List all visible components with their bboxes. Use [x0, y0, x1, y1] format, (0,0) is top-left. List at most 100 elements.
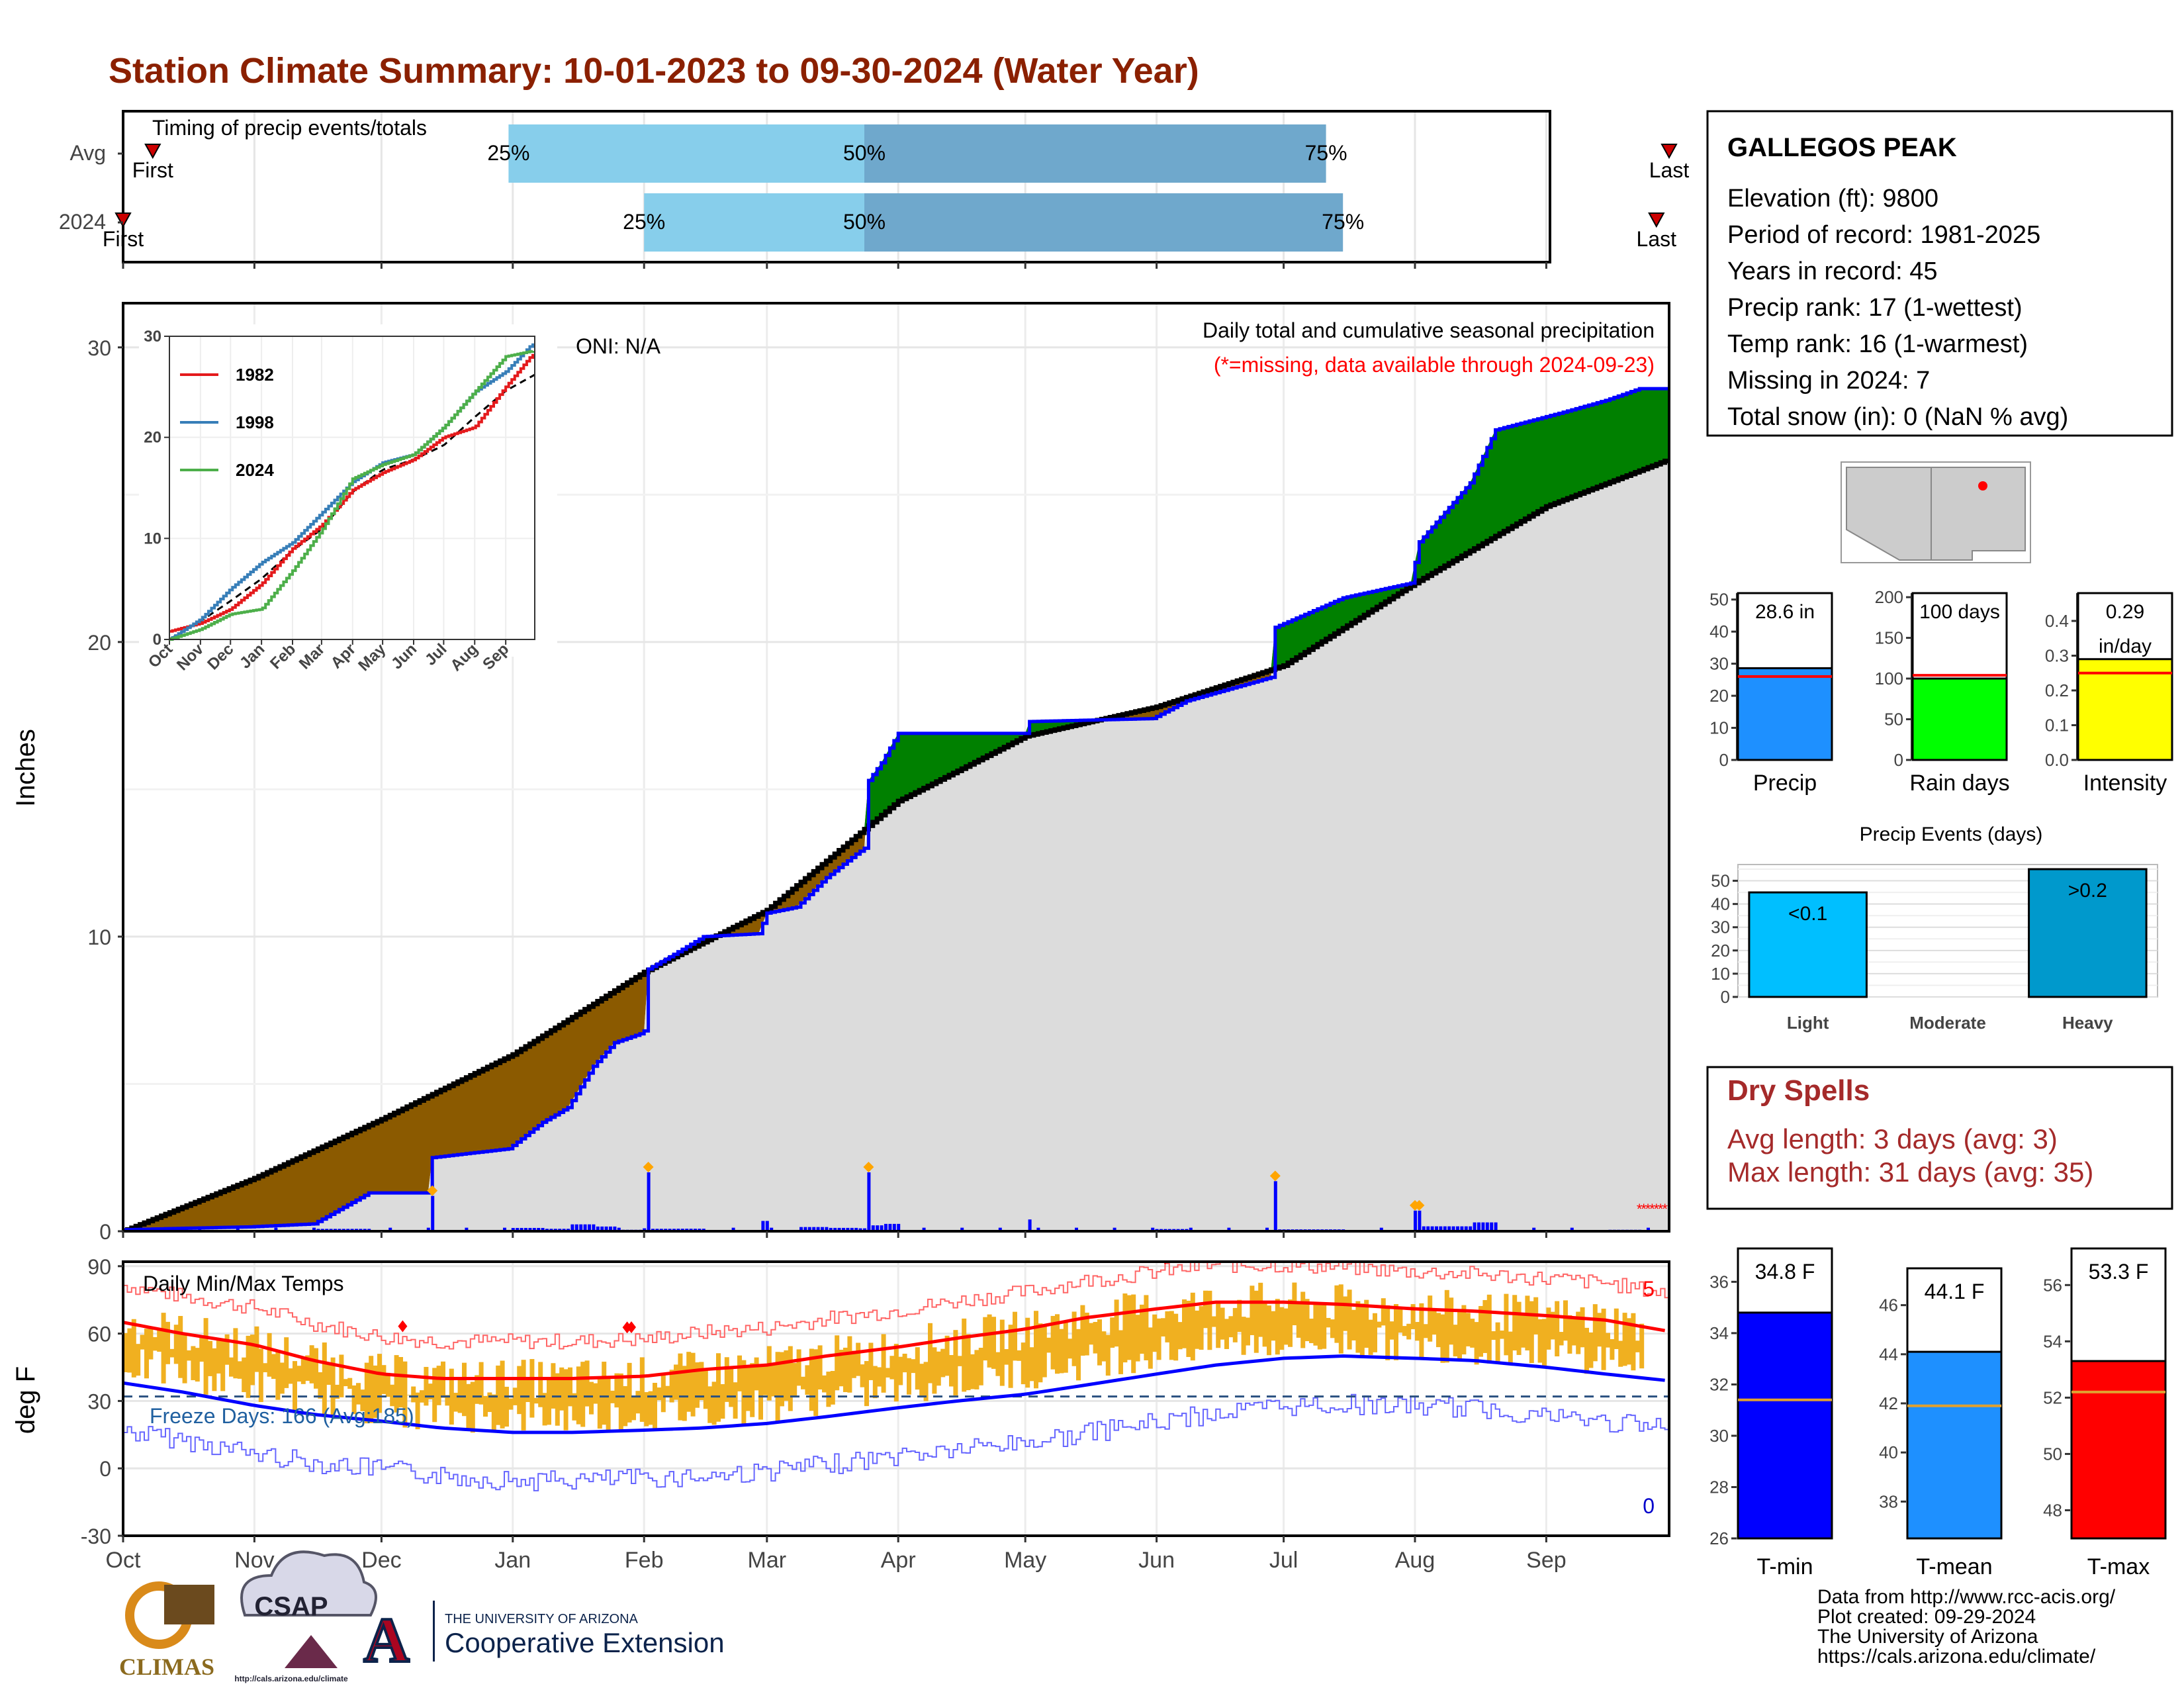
daily-precip-bar [1028, 1219, 1032, 1231]
daily-precip-bar [998, 1227, 1002, 1231]
daily-temp-band [639, 1357, 645, 1422]
daily-temp-band [618, 1373, 623, 1430]
daily-temp-band [229, 1357, 234, 1377]
daily-temp-band [275, 1352, 281, 1400]
daily-temp-band [263, 1363, 268, 1373]
daily-precip-bar [1464, 1226, 1468, 1231]
summary-category-label: Intensity [2083, 771, 2167, 796]
daily-precip-bar [770, 1227, 774, 1231]
events-y-tick-label: 30 [1711, 917, 1730, 937]
daily-temp-band [436, 1366, 441, 1405]
daily-temp-band [1521, 1314, 1525, 1348]
daily-temp-band [364, 1362, 369, 1424]
daily-temp-band [1479, 1305, 1483, 1357]
daily-temp-band [420, 1390, 424, 1403]
daily-temp-band [720, 1383, 725, 1419]
summary-y-tick-label: 10 [1709, 718, 1729, 738]
daily-precip-bar [159, 1227, 163, 1231]
daily-temp-band [1402, 1326, 1407, 1336]
temp-x-tick-label: Nov [234, 1548, 274, 1573]
daily-temp-band [1105, 1335, 1111, 1376]
daily-temp-band [1432, 1309, 1437, 1335]
daily-temp-band [1537, 1319, 1543, 1363]
daily-precip-bar [236, 1227, 240, 1231]
ua-divider [433, 1601, 435, 1662]
daily-temp-band [131, 1319, 136, 1378]
daily-temp-band [788, 1346, 793, 1411]
daily-temp-band [1253, 1290, 1259, 1353]
daily-temp-band [766, 1346, 772, 1401]
daily-temp-band [127, 1328, 132, 1373]
daily-temp-band [1275, 1299, 1280, 1355]
daily-temp-band [390, 1384, 395, 1407]
daily-temp-band [1237, 1299, 1242, 1333]
temp-y-tick-label: -30 [81, 1524, 111, 1548]
temp-bar-t-min [1737, 1311, 1833, 1540]
daily-temp-band [512, 1387, 518, 1405]
daily-precip-bar [803, 1227, 807, 1231]
summary-y-tick-label: 0.2 [2045, 680, 2069, 700]
daily-temp-band [500, 1360, 505, 1429]
daily-temp-band [614, 1373, 619, 1408]
daily-temp-band [915, 1347, 920, 1390]
daily-precip-bar [863, 1228, 866, 1231]
daily-temp-band [864, 1361, 869, 1407]
daily-temp-band [754, 1357, 759, 1391]
daily-precip-bar [541, 1227, 545, 1231]
daily-temp-band [504, 1386, 509, 1427]
daily-precip-bar [1485, 1222, 1489, 1231]
daily-temp-band [711, 1382, 717, 1425]
daily-temp-band [136, 1344, 141, 1376]
record-high-marker-icon [398, 1320, 408, 1333]
daily-precip-bar [1494, 1222, 1498, 1231]
daily-temp-band [1186, 1300, 1191, 1357]
daily-temp-band [1639, 1323, 1645, 1369]
daily-temp-band [381, 1365, 387, 1394]
events-category-label: Moderate [1909, 1013, 1986, 1033]
daily-temp-band [580, 1362, 586, 1427]
daily-precip-bar [1439, 1226, 1443, 1231]
daily-temp-band [1571, 1316, 1576, 1346]
daily-temp-band [1203, 1290, 1208, 1329]
daily-temp-band [1359, 1303, 1365, 1357]
daily-temp-band [940, 1348, 946, 1378]
daily-temp-band [339, 1354, 344, 1397]
daily-temp-band [1423, 1324, 1428, 1338]
daily-temp-band [839, 1350, 844, 1387]
daily-precip-bar [807, 1227, 811, 1231]
timing-label-25: 25% [487, 141, 529, 165]
timing-label-50: 50% [843, 210, 886, 234]
daily-temp-band [1584, 1327, 1589, 1374]
daily-precip-bar [465, 1227, 469, 1231]
daily-precip-bar [604, 1226, 608, 1231]
daily-temp-band [330, 1357, 336, 1417]
temp-x-tick-label: Jul [1269, 1548, 1298, 1573]
summary-y-tick-label: 0 [1719, 750, 1729, 770]
temp-bar-y-tick-label: 44 [1879, 1344, 1898, 1364]
summary-bar-charts: 0 10 20 30 40 50 28.6 in Precip 0 50 100 150 200 100 … [1709, 587, 2173, 796]
daily-temp-band [1504, 1293, 1509, 1356]
temp-x-tick-label: Jun [1138, 1548, 1175, 1573]
daily-precip-bar [1490, 1222, 1494, 1231]
daily-temp-band [424, 1366, 429, 1406]
daily-precip-bar [731, 1227, 735, 1231]
daily-temp-band [657, 1387, 662, 1401]
events-category-label: Heavy [2062, 1013, 2113, 1033]
daily-precip-bar [600, 1226, 604, 1231]
daily-temp-band [258, 1348, 263, 1403]
daily-temp-band [1313, 1302, 1318, 1346]
daily-temp-band [690, 1352, 696, 1417]
daily-temp-band [1288, 1299, 1293, 1347]
daily-temp-band [1555, 1301, 1560, 1357]
daily-temp-band [267, 1333, 272, 1377]
daily-temp-band [631, 1396, 636, 1421]
record-high-count: 5 [1643, 1277, 1655, 1301]
station-frame [1706, 110, 2173, 437]
daily-temp-band [356, 1383, 361, 1405]
daily-temp-band [394, 1355, 399, 1413]
daily-temp-band [762, 1366, 768, 1395]
temp-bar-y-tick-label: 34 [1709, 1323, 1729, 1343]
daily-temp-band [682, 1366, 687, 1421]
daily-temp-band [843, 1347, 848, 1392]
daily-temp-band [1373, 1313, 1377, 1352]
